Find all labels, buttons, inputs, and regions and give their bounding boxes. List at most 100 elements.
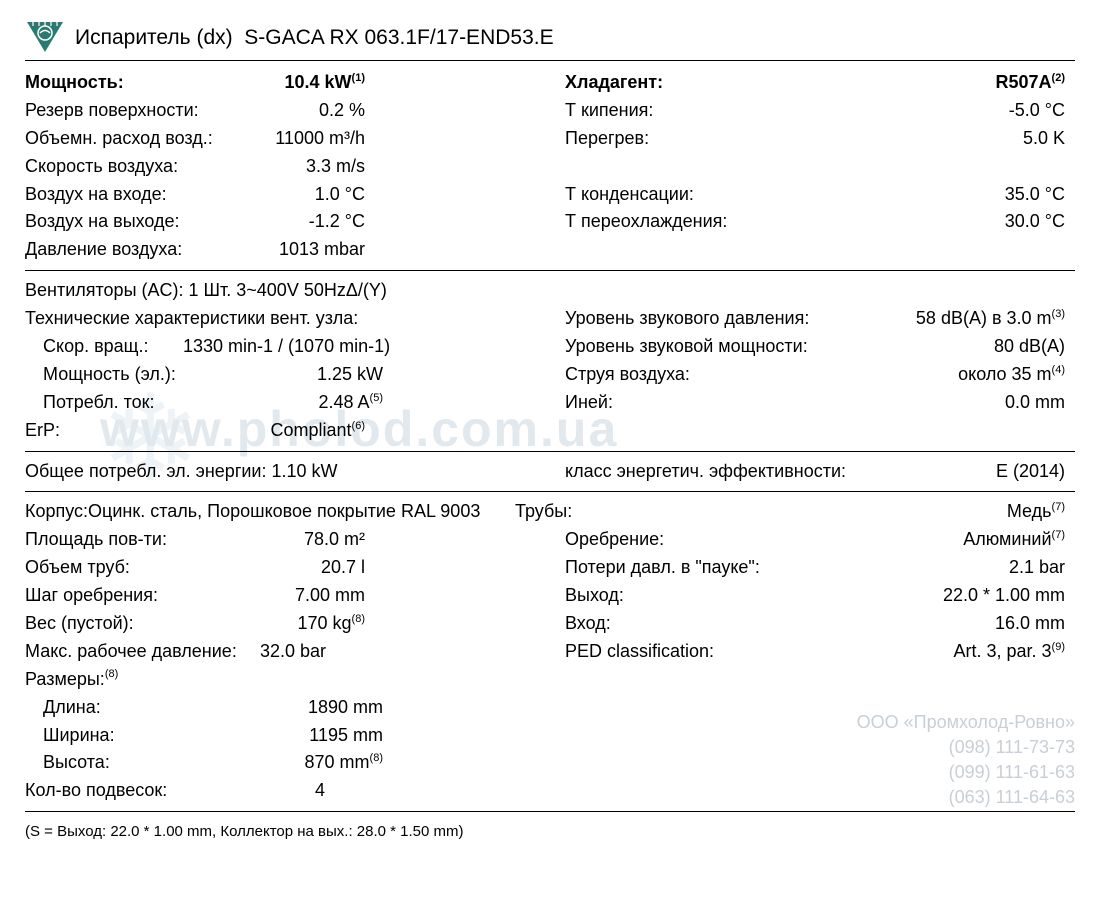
spec-row: Мощность:10.4 kW(1)Хладагент:R507A(2) [25, 69, 1075, 97]
spec-value: 7.00 mm [235, 582, 375, 610]
spec-value: -1.2 °C [235, 208, 375, 236]
spec-label: Скор. вращ.: [25, 333, 183, 361]
page-title: Испаритель (dx) S-GACA RX 063.1F/17-END5… [75, 26, 554, 50]
company-contact: ООО «Промхолод-Ровно» (098) 111-73-73 (0… [857, 710, 1075, 811]
spec-value: 58 dB(A) в 3.0 m(3) [830, 305, 1075, 333]
spec-row: Воздух на выходе:-1.2 °C Т переохлаждения… [25, 208, 1075, 236]
spec-label: Т конденсации: [565, 181, 825, 209]
spec-value: около 35 m(4) [825, 361, 1075, 389]
spec-label: Вход: [565, 610, 825, 638]
spec-label: Воздух на выходе: [25, 208, 235, 236]
spec-value: 3.3 m/s [235, 153, 375, 181]
spec-value: 11000 m³/h [235, 125, 375, 153]
spec-row: Макс. рабочее давление:32.0 barPED class… [25, 638, 1075, 666]
spec-row: Объемн. расход возд.:11000 m³/h Перегрев:… [25, 125, 1075, 153]
spec-row: Шаг оребрения:7.00 mm Выход:22.0 * 1.00 m… [25, 582, 1075, 610]
spec-label: Выход: [565, 582, 825, 610]
spec-label: Хладагент: [565, 69, 825, 97]
spec-value: Compliant(6) [235, 417, 375, 445]
header: Испаритель (dx) S-GACA RX 063.1F/17-END5… [25, 20, 1075, 61]
spec-label: Иней: [565, 389, 825, 417]
spec-value: 20.7 l [235, 554, 375, 582]
spec-label: Площадь пов-ти: [25, 526, 235, 554]
spec-value: 2.48 A(5) [253, 389, 393, 417]
spec-label: Струя воздуха: [565, 361, 825, 389]
tech-char-label: Технические характеристики вент. узла: [25, 305, 358, 333]
spec-row: ErP:Compliant(6) [25, 417, 1075, 445]
spec-label: ErP: [25, 417, 235, 445]
spec-label: Перегрев: [565, 125, 825, 153]
spec-value: 870 mm(8) [253, 749, 393, 777]
spec-value: 80 dB(A) [825, 333, 1075, 361]
footnote: (S = Выход: 22.0 * 1.00 mm, Коллектор на… [25, 818, 1075, 840]
spec-label: Длина: [25, 694, 253, 722]
spec-value: 32.0 bar [260, 638, 336, 666]
spec-value: 35.0 °C [825, 181, 1075, 209]
spec-value: 1013 mbar [235, 236, 375, 264]
company-phone: (063) 111-64-63 [857, 785, 1075, 810]
spec-value: 30.0 °C [825, 208, 1075, 236]
efficiency-class-label: класс энергетич. эффективности: [565, 458, 875, 486]
fans-line: Вентиляторы (AC): 1 Шт. 3~400V 50HzΔ/(Y) [25, 277, 1075, 305]
specs-section-3: Общее потребл. эл. энергии: 1.10 kW клас… [25, 458, 1075, 493]
spec-value: 170 kg(8) [235, 610, 375, 638]
spec-label: Скорость воздуха: [25, 153, 235, 181]
spec-row: Площадь пов-ти:78.0 m² Оребрение:Алюминий… [25, 526, 1075, 554]
spec-label: Т кипения: [565, 97, 825, 125]
spec-row: Воздух на входе:1.0 °C Т конденсации:35.0… [25, 181, 1075, 209]
tubes-value: Медь(7) [595, 498, 1075, 526]
spec-label: Ширина: [25, 722, 253, 750]
spec-label: Шаг оребрения: [25, 582, 235, 610]
spec-value: 0.0 mm [825, 389, 1075, 417]
spec-row: Скор. вращ.:1330 min-1 / (1070 min-1) Уро… [25, 333, 1075, 361]
spec-row: Давление воздуха:1013 mbar [25, 236, 1075, 264]
brand-logo-icon [25, 20, 65, 55]
dimensions-label: Размеры:(8) [25, 666, 1075, 694]
spec-value: 10.4 kW(1) [235, 69, 375, 97]
spec-label: Потребл. ток: [25, 389, 253, 417]
company-name: ООО «Промхолод-Ровно» [857, 710, 1075, 735]
spec-label: Воздух на входе: [25, 181, 235, 209]
company-phone: (098) 111-73-73 [857, 735, 1075, 760]
spec-value: 1.0 °C [235, 181, 375, 209]
spec-value: 5.0 K [825, 125, 1075, 153]
spec-value: 1.25 kW [253, 361, 393, 389]
spec-row: Потребл. ток:2.48 A(5) Иней:0.0 mm [25, 389, 1075, 417]
hangers-label: Кол-во подвесок: [25, 777, 235, 805]
tubes-label: Трубы: [515, 498, 595, 526]
energy-consumption: Общее потребл. эл. энергии: 1.10 kW [25, 458, 338, 486]
spec-row: Скорость воздуха:3.3 m/s [25, 153, 1075, 181]
spec-label: Потери давл. в "пауке": [565, 554, 825, 582]
spec-value: 1330 min-1 / (1070 min-1) [183, 333, 390, 361]
spec-value: 16.0 mm [825, 610, 1075, 638]
spec-label: Мощность (эл.): [25, 361, 253, 389]
spec-value: R507A(2) [825, 69, 1075, 97]
casing-material: Корпус:Оцинк. сталь, Порошковое покрытие… [25, 498, 480, 526]
spec-value: Алюминий(7) [825, 526, 1075, 554]
spec-row: Резерв поверхности:0.2 % Т кипения:-5.0 °… [25, 97, 1075, 125]
spec-label: Объем труб: [25, 554, 235, 582]
spec-row: Вес (пустой):170 kg(8) Вход:16.0 mm [25, 610, 1075, 638]
specs-section-2: Вентиляторы (AC): 1 Шт. 3~400V 50HzΔ/(Y)… [25, 277, 1075, 451]
company-phone: (099) 111-61-63 [857, 760, 1075, 785]
spec-row: Объем труб:20.7 l Потери давл. в "пауке":… [25, 554, 1075, 582]
spec-label: Макс. рабочее давление: [25, 638, 260, 666]
spec-label: Давление воздуха: [25, 236, 235, 264]
spec-value: 22.0 * 1.00 mm [825, 582, 1075, 610]
spec-label: Оребрение: [565, 526, 825, 554]
spec-value: 78.0 m² [235, 526, 375, 554]
spec-label: Вес (пустой): [25, 610, 235, 638]
spec-value: -5.0 °C [825, 97, 1075, 125]
spec-value: 1195 mm [253, 722, 393, 750]
spec-value: 0.2 % [235, 97, 375, 125]
spec-value: 1890 mm [253, 694, 393, 722]
spec-value: Art. 3, par. 3(9) [825, 638, 1075, 666]
specs-section-1: Мощность:10.4 kW(1)Хладагент:R507A(2)Рез… [25, 69, 1075, 271]
spec-label: Резерв поверхности: [25, 97, 235, 125]
spec-label: Объемн. расход возд.: [25, 125, 235, 153]
spec-label: Высота: [25, 749, 253, 777]
spec-label: Т переохлаждения: [565, 208, 825, 236]
spec-label: Уровень звукового давления: [565, 305, 830, 333]
spec-label: Уровень звуковой мощности: [565, 333, 825, 361]
spec-row: Мощность (эл.):1.25 kW Струя воздуха:окол… [25, 361, 1075, 389]
